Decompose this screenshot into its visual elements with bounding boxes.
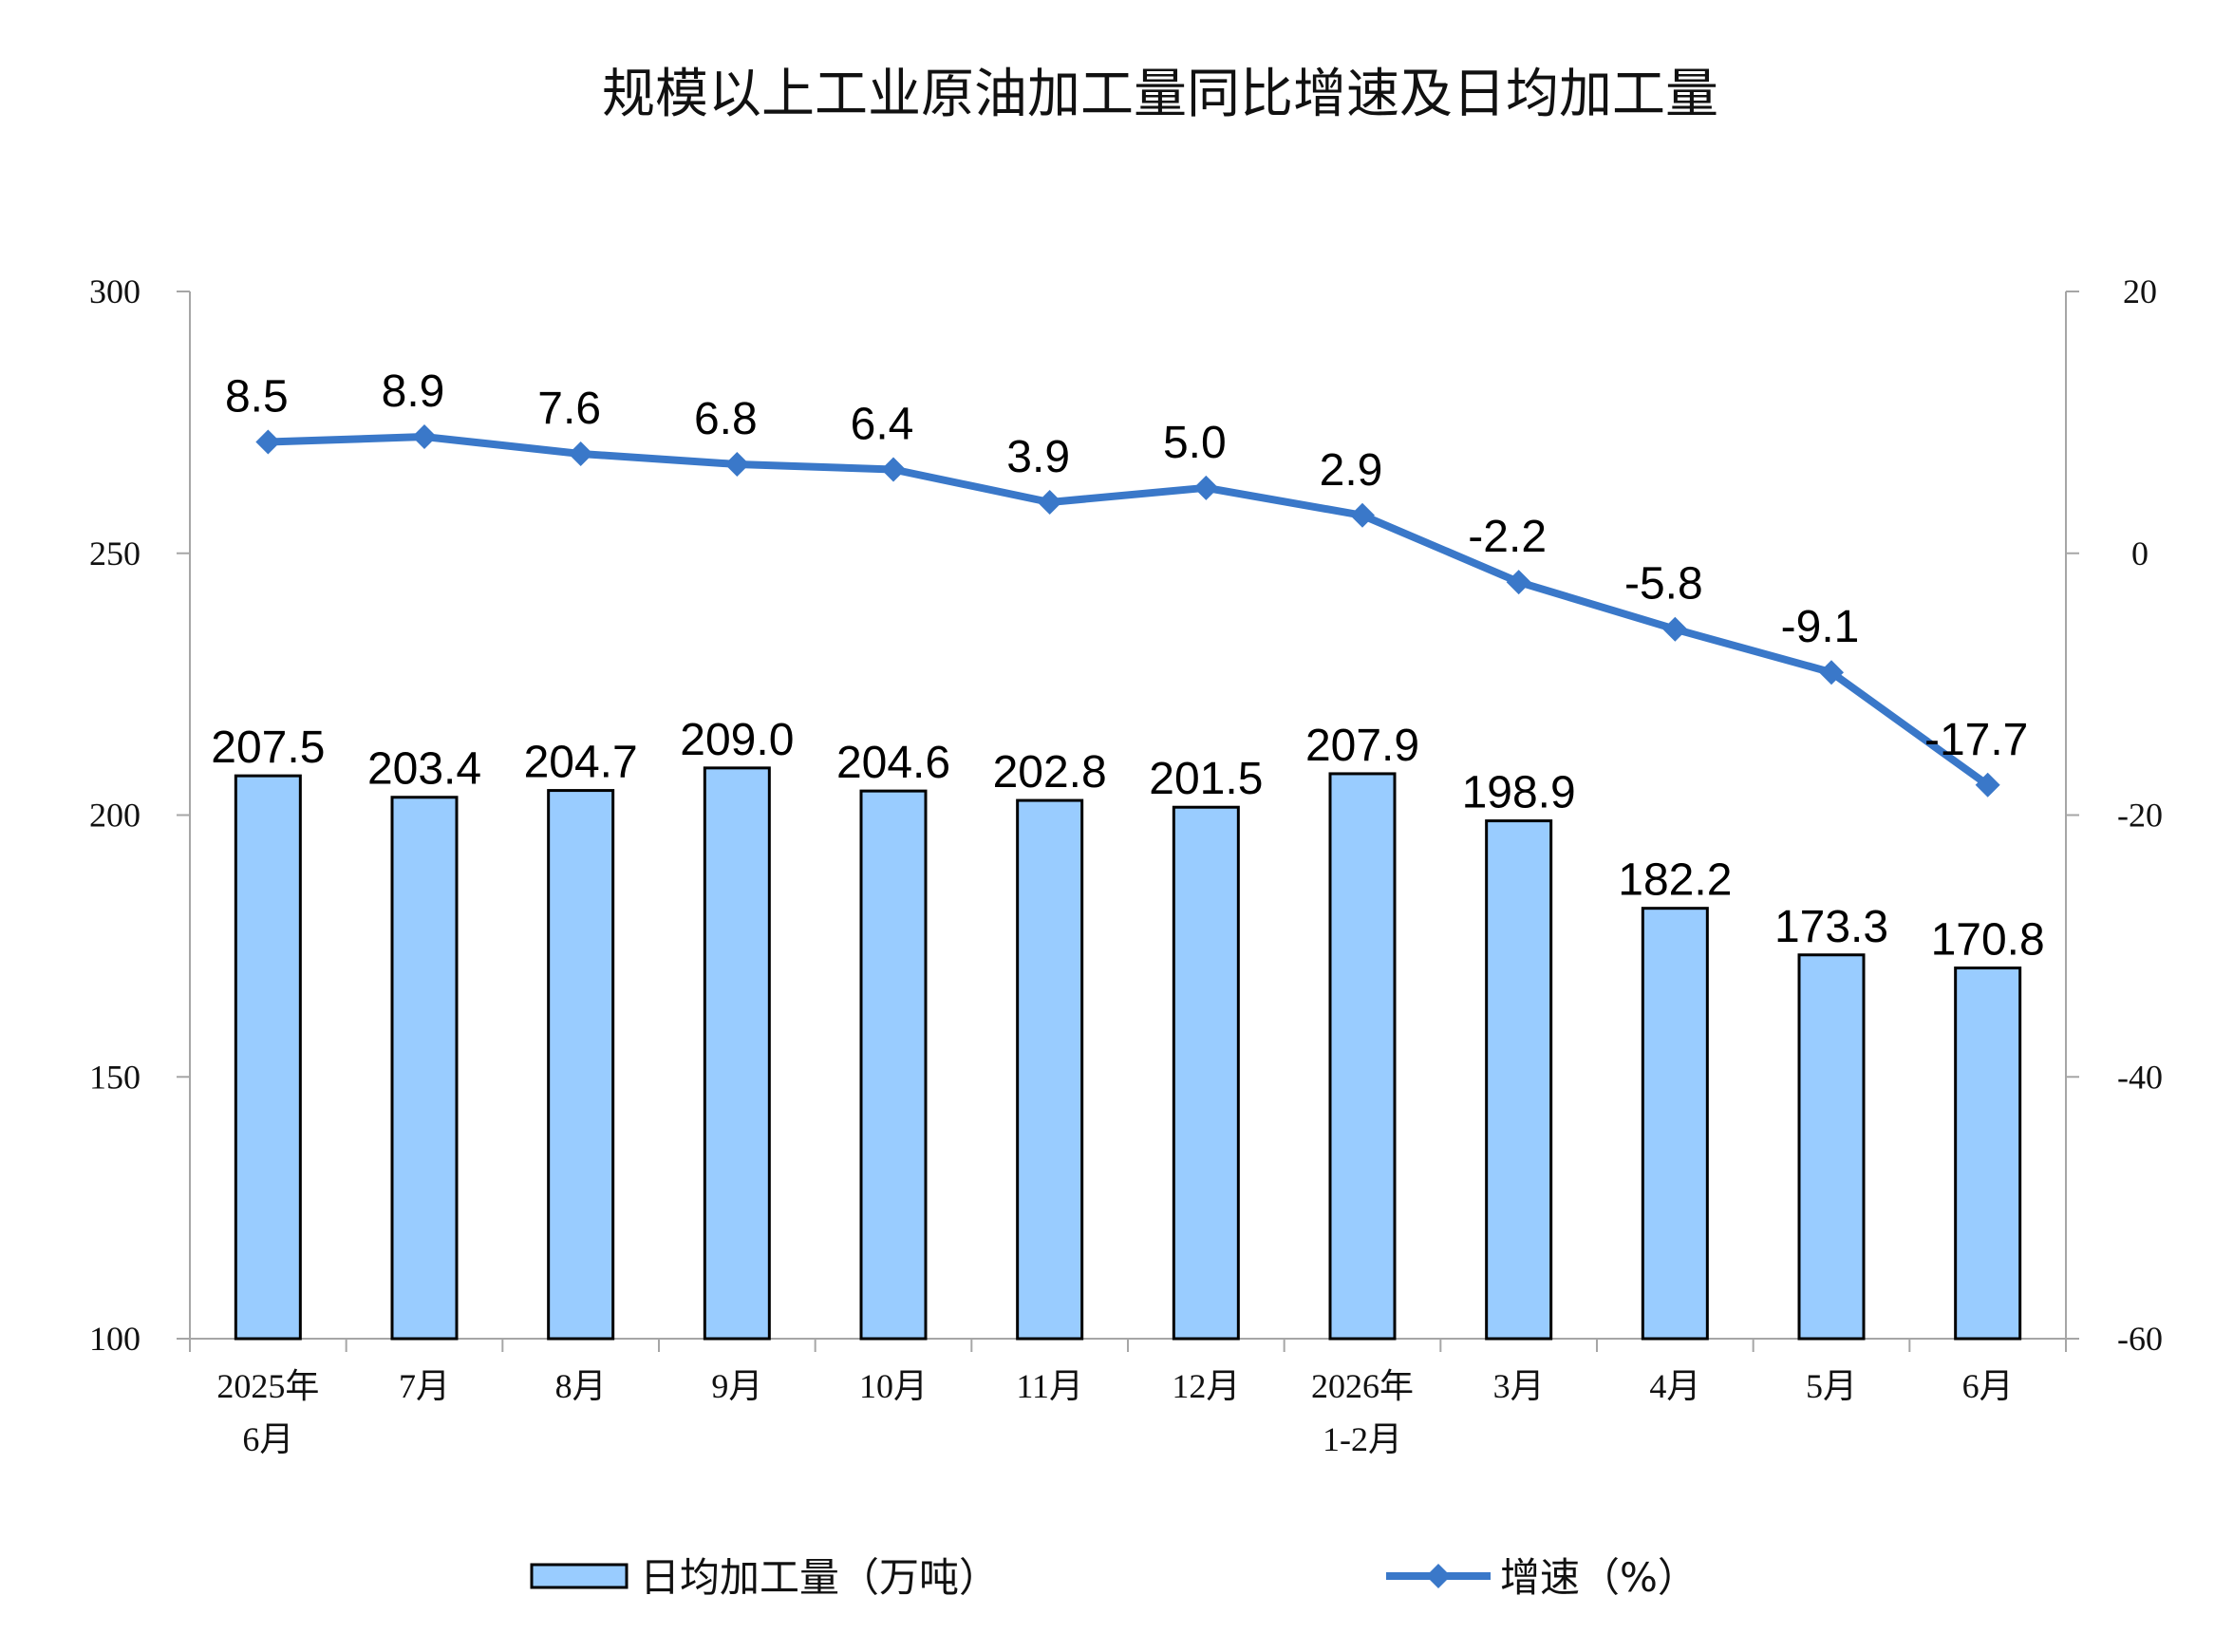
category-label: 3月 xyxy=(1493,1367,1545,1405)
line-value-label: 6.4 xyxy=(851,400,914,450)
legend: 日均加工量（万吨） 增速（%） xyxy=(530,1554,1698,1601)
left-tick-label: 100 xyxy=(89,1320,141,1358)
category-label: 2025年 xyxy=(216,1367,319,1405)
category-label: 2026年 xyxy=(1311,1367,1414,1405)
bar-value-label: 202.8 xyxy=(993,747,1107,798)
bar xyxy=(1172,805,1240,1341)
category-label: 7月 xyxy=(399,1367,450,1405)
line-point-marker xyxy=(568,441,593,466)
axes: 100 150 200 250 300 -60 -40 -20 0 20 2025年 6月 7月 8月 9月… xyxy=(89,272,2163,1458)
bar xyxy=(1485,819,1553,1341)
bar-value-label: 204.7 xyxy=(524,738,638,788)
category-label: 10月 xyxy=(859,1367,928,1405)
bar-value-label: 204.6 xyxy=(836,738,950,788)
right-tick-label: -60 xyxy=(2117,1320,2163,1358)
data-labels: 207.5 203.4 204.7 209.0 204.6 202.8 201.5 207.9… xyxy=(211,366,2044,965)
line-point-marker xyxy=(1975,772,2000,798)
line-value-label: -5.8 xyxy=(1624,559,1703,610)
growth-line xyxy=(268,433,1991,789)
bar xyxy=(1797,953,1866,1341)
right-tick-label: 0 xyxy=(2131,535,2149,573)
legend-bar-label: 日均加工量（万吨） xyxy=(640,1554,999,1601)
line-value-label: 8.5 xyxy=(225,372,289,422)
category-label: 12月 xyxy=(1172,1367,1240,1405)
left-tick-label: 300 xyxy=(89,272,141,310)
line-point-marker xyxy=(724,451,750,477)
category-label: 5月 xyxy=(1806,1367,1857,1405)
line-series xyxy=(255,424,2000,798)
bar-value-label: 170.8 xyxy=(1931,915,2045,966)
bar xyxy=(547,789,615,1341)
bar xyxy=(390,796,459,1341)
category-label: 6月 xyxy=(1962,1367,2014,1405)
bar xyxy=(1328,772,1397,1341)
line-point-marker xyxy=(255,429,281,455)
line-point-marker xyxy=(1037,489,1062,515)
line-value-label: 3.9 xyxy=(1006,432,1070,482)
bar-value-label: 209.0 xyxy=(680,715,794,765)
line-value-label: -9.1 xyxy=(1781,602,1860,652)
bar-value-label: 207.5 xyxy=(211,723,325,773)
bar xyxy=(703,766,771,1341)
line-point-marker xyxy=(1819,660,1844,685)
bar xyxy=(1641,907,1709,1341)
category-label: 11月 xyxy=(1016,1367,1083,1405)
line-point-marker xyxy=(1662,616,1688,642)
line-point-marker xyxy=(1193,475,1219,500)
bar-value-label: 173.3 xyxy=(1774,902,1888,952)
legend-line-marker xyxy=(1426,1564,1451,1588)
left-tick-label: 150 xyxy=(89,1058,141,1096)
bar-value-label: 203.4 xyxy=(367,744,481,795)
legend-bar-swatch xyxy=(530,1563,629,1589)
left-tick-label: 250 xyxy=(89,535,141,573)
right-tick-label: -20 xyxy=(2117,797,2163,835)
right-tick-label: 20 xyxy=(2123,272,2157,310)
line-value-label: 2.9 xyxy=(1320,445,1383,496)
line-point-marker xyxy=(1506,570,1531,595)
line-value-label: 8.9 xyxy=(382,366,445,417)
bar xyxy=(859,789,928,1341)
bar-value-label: 182.2 xyxy=(1618,855,1732,906)
bar-value-label: 207.9 xyxy=(1305,721,1419,771)
bar-value-label: 201.5 xyxy=(1149,754,1263,804)
bar-value-label: 198.9 xyxy=(1462,768,1576,818)
right-tick-label: -40 xyxy=(2117,1058,2163,1096)
line-value-label: 6.8 xyxy=(694,394,758,444)
bar xyxy=(1016,798,1084,1341)
category-label: 8月 xyxy=(555,1367,607,1405)
left-tick-label: 200 xyxy=(89,797,141,835)
line-value-label: 7.6 xyxy=(537,384,601,434)
chart-title: 规模以上工业原油加工量同比增速及日均加工量 xyxy=(602,64,1718,125)
line-value-label: 5.0 xyxy=(1163,418,1227,468)
category-label: 4月 xyxy=(1649,1367,1700,1405)
line-point-marker xyxy=(1350,502,1375,528)
bar-series xyxy=(234,766,2022,1341)
legend-line-label: 增速（%） xyxy=(1500,1554,1698,1601)
bar xyxy=(1954,967,2022,1341)
category-label: 9月 xyxy=(711,1367,762,1405)
line-value-label: -2.2 xyxy=(1468,512,1547,562)
line-point-marker xyxy=(412,424,437,450)
category-label: 6月 xyxy=(242,1420,293,1458)
bar xyxy=(234,774,302,1341)
line-value-label: -17.7 xyxy=(1924,715,2028,765)
line-point-marker xyxy=(881,457,906,482)
category-label: 1-2月 xyxy=(1323,1420,1402,1458)
